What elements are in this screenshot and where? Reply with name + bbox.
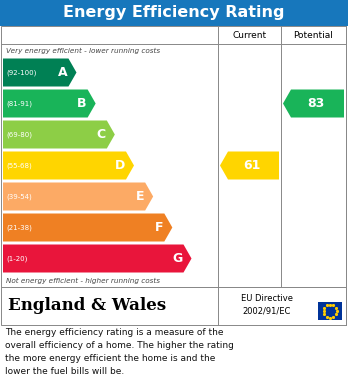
Polygon shape	[220, 151, 279, 179]
Text: D: D	[115, 159, 125, 172]
Bar	[1, 287, 346, 325]
Polygon shape	[3, 120, 115, 149]
Text: E: E	[136, 190, 144, 203]
Polygon shape	[3, 151, 134, 179]
Text: EU Directive
2002/91/EC: EU Directive 2002/91/EC	[241, 294, 293, 316]
Bar	[1, 26, 346, 287]
Bar	[318, 302, 342, 320]
Text: (69-80): (69-80)	[6, 131, 32, 138]
Polygon shape	[3, 59, 77, 86]
Text: F: F	[155, 221, 163, 234]
Text: Energy Efficiency Rating: Energy Efficiency Rating	[63, 5, 285, 20]
Text: (92-100): (92-100)	[6, 69, 37, 76]
Text: C: C	[97, 128, 106, 141]
Text: G: G	[172, 252, 182, 265]
Polygon shape	[3, 90, 96, 118]
Text: (55-68): (55-68)	[6, 162, 32, 169]
Text: Current: Current	[232, 30, 267, 39]
Polygon shape	[3, 213, 172, 242]
Text: The energy efficiency rating is a measure of the
overall efficiency of a home. T: The energy efficiency rating is a measur…	[5, 328, 234, 375]
Text: A: A	[58, 66, 68, 79]
Text: (21-38): (21-38)	[6, 224, 32, 231]
Text: 61: 61	[243, 159, 260, 172]
Polygon shape	[283, 90, 344, 118]
Text: England & Wales: England & Wales	[8, 298, 166, 314]
Text: (81-91): (81-91)	[6, 100, 32, 107]
Polygon shape	[3, 183, 153, 210]
Text: Very energy efficient - lower running costs: Very energy efficient - lower running co…	[6, 47, 160, 54]
Text: Potential: Potential	[294, 30, 333, 39]
Text: B: B	[77, 97, 87, 110]
Text: (1-20): (1-20)	[6, 255, 27, 262]
Polygon shape	[3, 244, 191, 273]
Text: Not energy efficient - higher running costs: Not energy efficient - higher running co…	[6, 278, 160, 283]
Text: (39-54): (39-54)	[6, 193, 32, 200]
Text: 83: 83	[307, 97, 324, 110]
Bar	[0, 0, 348, 26]
